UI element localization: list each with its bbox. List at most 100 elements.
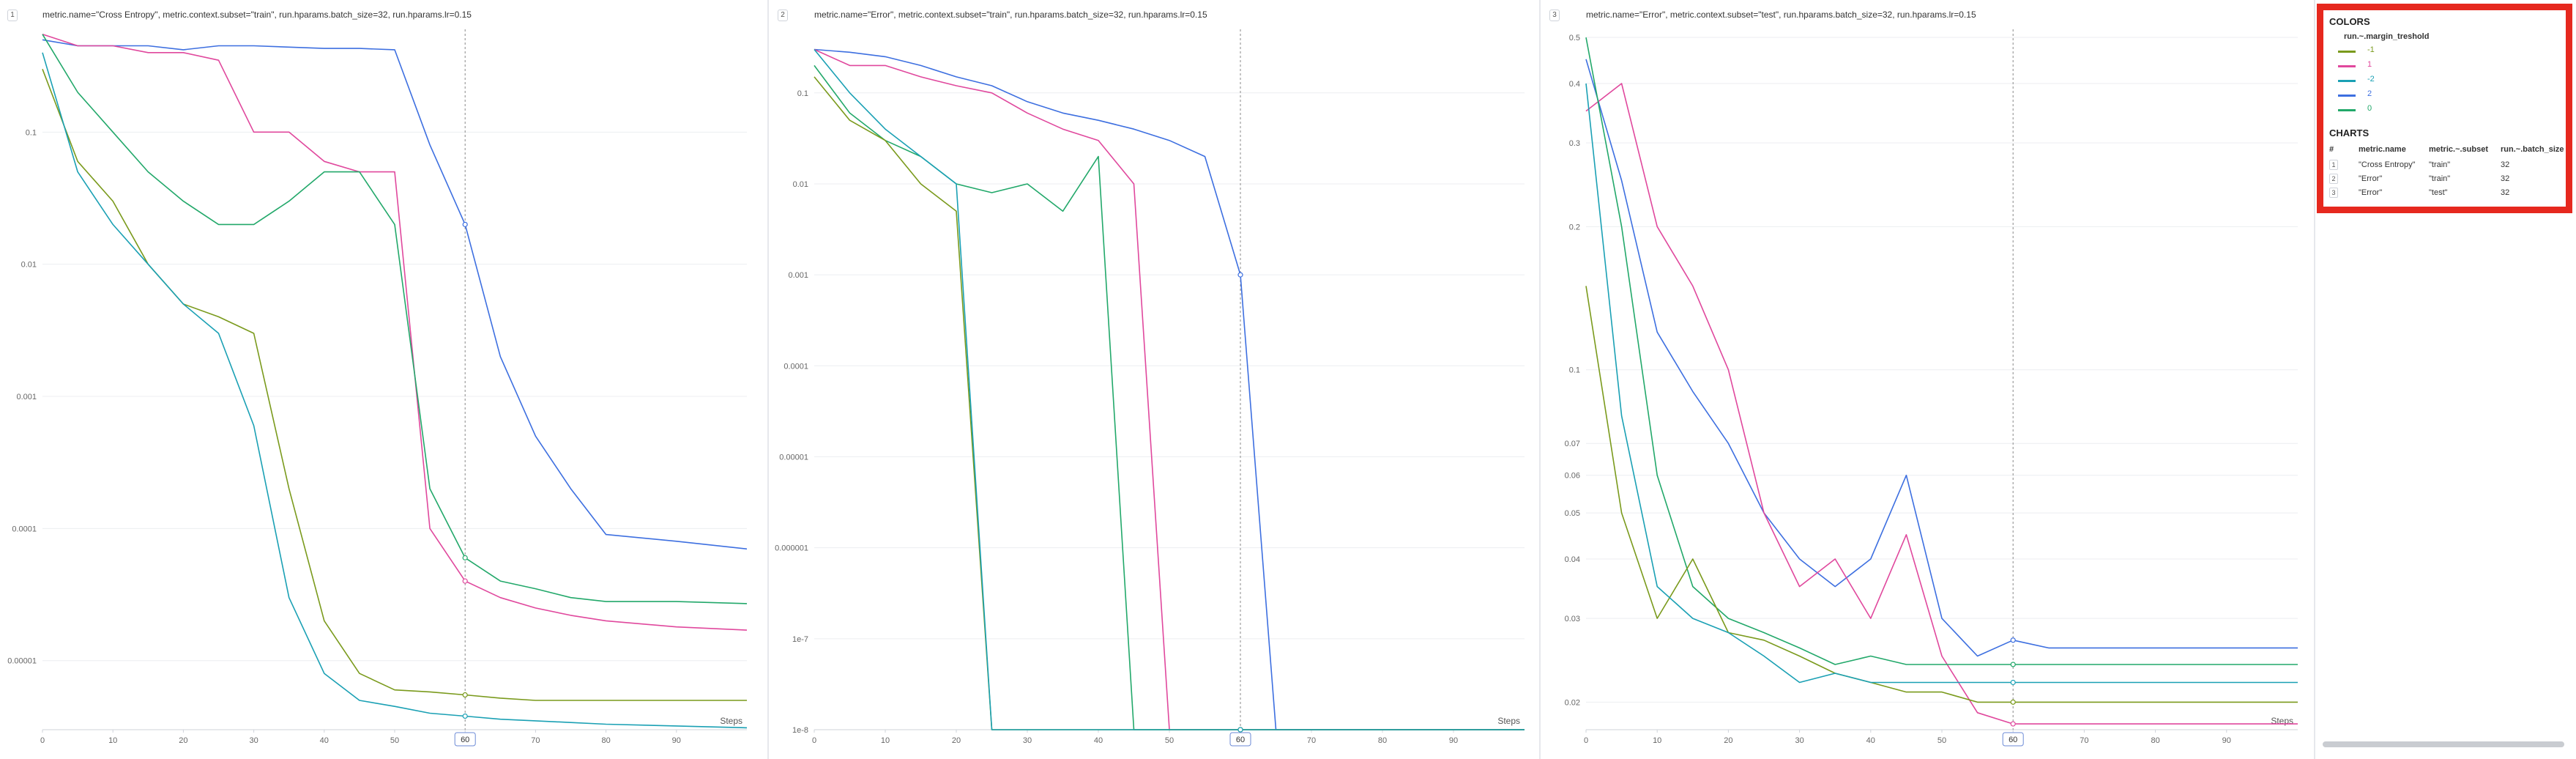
y-tick-label: 0.1 <box>797 89 808 98</box>
x-tick-label: 20 <box>1724 736 1732 745</box>
chart-title: metric.name="Cross Entropy", metric.cont… <box>42 10 472 20</box>
table-row-index: 1 <box>2329 160 2338 170</box>
x-tick-label: 20 <box>952 736 961 745</box>
y-tick-label: 0.1 <box>1569 366 1580 375</box>
table-cell: "Cross Entropy" <box>2359 160 2416 169</box>
chart-panel-1: 1 metric.name="Cross Entropy", metric.co… <box>0 0 767 756</box>
y-tick-label: 0.001 <box>16 393 37 401</box>
table-row-index: 3 <box>2329 188 2338 198</box>
charts-title: CHARTS <box>2329 127 2370 138</box>
cursor-point-2 <box>1237 272 1243 278</box>
colors-header: run.~.margin_treshold <box>2344 32 2430 41</box>
cursor-step-label: 60 <box>461 736 469 744</box>
horizontal-scrollbar[interactable] <box>2323 741 2564 747</box>
y-tick-label: 0.01 <box>793 180 808 189</box>
x-tick-label: 0 <box>812 736 816 745</box>
legend-label: -1 <box>2367 45 2375 54</box>
cursor-step-badge <box>1229 732 1251 747</box>
series-line-1[interactable] <box>814 48 1525 730</box>
cursor-step-badge <box>454 732 476 747</box>
x-tick-label: 10 <box>1653 736 1661 745</box>
x-axis-label: Steps <box>720 716 742 726</box>
series-line--2[interactable] <box>814 48 1525 730</box>
y-tick-label: 0.03 <box>1565 615 1580 623</box>
y-tick-label: 0.000001 <box>775 544 808 553</box>
panel-divider <box>1539 0 1541 759</box>
series-line-1[interactable] <box>1585 83 2298 725</box>
series-line--2[interactable] <box>1585 83 2298 684</box>
y-tick-label: 1e-8 <box>792 726 808 735</box>
series-line-0[interactable] <box>814 64 1525 730</box>
cursor-step-label: 60 <box>1236 736 1245 744</box>
cursor-step-label: 60 <box>2009 736 2017 744</box>
legend-swatch <box>2338 65 2356 67</box>
series-line--2[interactable] <box>42 52 748 729</box>
legend-swatch <box>2338 80 2356 82</box>
x-tick-label: 20 <box>179 736 187 745</box>
cursor-point--1 <box>2010 699 2016 705</box>
series-line-1[interactable] <box>42 34 748 631</box>
cursor-point--2 <box>2010 679 2016 686</box>
series-line--1[interactable] <box>1585 286 2298 703</box>
chart-plot-3[interactable]: 0.5 0.4 0.3 0.2 0.1 0.07 0.06 0.05 0.04 0.03 0.02 0… <box>1541 0 2314 756</box>
table-cell: 32 <box>2501 188 2510 197</box>
x-tick-label: 30 <box>1795 736 1803 745</box>
series-line-2[interactable] <box>42 39 748 550</box>
y-tick-label: 0.06 <box>1565 472 1580 481</box>
series-line-0[interactable] <box>1585 37 2298 665</box>
y-tick-label: 0.001 <box>788 271 808 280</box>
y-tick-label: 0.5 <box>1569 34 1580 42</box>
chart-title: metric.name="Error", metric.context.subs… <box>814 10 1207 20</box>
y-tick-label: 0.0001 <box>783 362 808 371</box>
series-line--1[interactable] <box>814 76 1525 730</box>
chart-plot-1[interactable]: 0.1 0.01 0.001 0.0001 0.00001 0 10 20 30 40 50 70 80… <box>0 0 767 756</box>
legend-swatch <box>2338 95 2356 97</box>
y-tick-label: 0.01 <box>21 261 37 270</box>
cursor-point-2 <box>2010 637 2016 643</box>
table-cell: "Error" <box>2359 174 2383 183</box>
table-cell: 32 <box>2501 174 2510 183</box>
legend-label: 2 <box>2367 89 2372 98</box>
chart-panel-3: 3 metric.name="Error", metric.context.su… <box>1541 0 2314 756</box>
y-tick-label: 0.0001 <box>12 525 37 533</box>
x-tick-label: 70 <box>1307 736 1316 745</box>
charts-table: # metric.name metric.~.subset run.~.batc… <box>2329 145 2564 204</box>
series-line-2[interactable] <box>1585 59 2298 657</box>
chart-index-badge: 2 <box>778 10 788 21</box>
legend-label: -2 <box>2367 75 2375 84</box>
y-tick-label: 0.05 <box>1565 509 1580 518</box>
table-header: metric.~.subset <box>2429 145 2489 154</box>
x-tick-label: 40 <box>1094 736 1103 745</box>
x-axis-label: Steps <box>1497 716 1520 726</box>
x-tick-label: 90 <box>672 736 681 745</box>
x-tick-label: 40 <box>1866 736 1875 745</box>
x-tick-label: 30 <box>249 736 258 745</box>
cursor-point-0 <box>462 555 468 560</box>
x-tick-label: 90 <box>1449 736 1458 745</box>
table-header: metric.name <box>2359 145 2406 154</box>
x-tick-label: 70 <box>531 736 540 745</box>
x-tick-label: 80 <box>601 736 610 745</box>
x-tick-label: 80 <box>1378 736 1387 745</box>
cursor-point-0 <box>2010 662 2016 667</box>
cursor-point--1 <box>462 692 468 698</box>
y-tick-label: 0.2 <box>1569 223 1580 232</box>
y-tick-label: 0.1 <box>26 128 37 137</box>
legend-swatch <box>2338 51 2356 53</box>
x-tick-label: 90 <box>2222 736 2231 745</box>
series-line-2[interactable] <box>814 48 1525 730</box>
y-tick-label: 0.4 <box>1569 80 1580 89</box>
series-line--1[interactable] <box>42 69 747 701</box>
cursor-step-badge <box>2002 732 2024 747</box>
table-header: run.~.batch_size <box>2501 145 2564 154</box>
table-cell: "train" <box>2429 160 2451 169</box>
cursor-point--2 <box>462 713 468 719</box>
table-cell: "train" <box>2429 174 2451 183</box>
y-tick-label: 0.00001 <box>7 657 37 666</box>
y-tick-label: 0.00001 <box>779 453 808 462</box>
x-tick-label: 80 <box>2151 736 2159 745</box>
chart-plot-2[interactable]: 0.1 0.01 0.001 0.0001 0.00001 0.000001 1e-7 1e-… <box>769 0 1539 756</box>
series-line-0[interactable] <box>42 34 748 604</box>
y-tick-label: 0.07 <box>1565 440 1580 448</box>
legend-highlight-box: COLORS run.~.margin_treshold -1 1 -2 2 0… <box>2317 4 2572 213</box>
